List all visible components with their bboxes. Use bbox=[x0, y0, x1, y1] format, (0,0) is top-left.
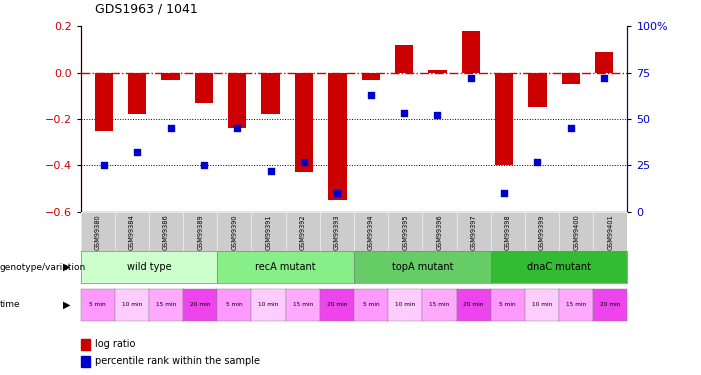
Text: GSM99394: GSM99394 bbox=[368, 214, 374, 250]
Text: 15 min: 15 min bbox=[429, 302, 449, 307]
Text: GSM99395: GSM99395 bbox=[402, 214, 408, 250]
Point bbox=[432, 112, 443, 118]
Bar bbox=[428, 70, 447, 73]
Text: 10 min: 10 min bbox=[259, 302, 279, 307]
Text: 5 min: 5 min bbox=[363, 302, 379, 307]
Text: genotype/variation: genotype/variation bbox=[0, 263, 86, 272]
Text: topA mutant: topA mutant bbox=[392, 262, 453, 272]
Text: GSM99390: GSM99390 bbox=[231, 214, 238, 250]
Bar bbox=[562, 73, 580, 84]
Text: GSM99396: GSM99396 bbox=[437, 214, 442, 250]
Point bbox=[365, 92, 376, 98]
Text: log ratio: log ratio bbox=[95, 339, 135, 349]
Text: 5 min: 5 min bbox=[90, 302, 106, 307]
Text: 20 min: 20 min bbox=[463, 302, 484, 307]
Bar bbox=[295, 73, 313, 172]
Point bbox=[98, 162, 109, 168]
Bar bbox=[328, 73, 346, 200]
Text: 20 min: 20 min bbox=[327, 302, 347, 307]
Text: 10 min: 10 min bbox=[122, 302, 142, 307]
Point bbox=[165, 125, 176, 131]
Point bbox=[565, 125, 576, 131]
Point bbox=[198, 162, 210, 168]
Bar bbox=[261, 73, 280, 114]
Text: ▶: ▶ bbox=[62, 300, 70, 310]
Point bbox=[332, 190, 343, 196]
Text: GSM99392: GSM99392 bbox=[300, 214, 306, 250]
Text: GSM99384: GSM99384 bbox=[129, 214, 135, 250]
Bar bbox=[128, 73, 147, 114]
Text: 20 min: 20 min bbox=[190, 302, 210, 307]
Text: GSM99400: GSM99400 bbox=[573, 214, 579, 250]
Point bbox=[465, 75, 476, 81]
Point bbox=[265, 168, 276, 174]
Bar bbox=[461, 31, 480, 73]
Text: ▶: ▶ bbox=[62, 262, 70, 272]
Bar bbox=[195, 73, 213, 103]
Text: recA mutant: recA mutant bbox=[255, 262, 316, 272]
Text: GSM99397: GSM99397 bbox=[470, 214, 477, 250]
Text: GSM99399: GSM99399 bbox=[539, 214, 545, 250]
Bar bbox=[529, 73, 547, 108]
Text: GSM99401: GSM99401 bbox=[607, 214, 613, 250]
Bar bbox=[81, 339, 90, 350]
Point bbox=[498, 190, 510, 196]
Text: 10 min: 10 min bbox=[532, 302, 552, 307]
Text: 15 min: 15 min bbox=[292, 302, 313, 307]
Text: GSM99393: GSM99393 bbox=[334, 214, 340, 250]
Bar bbox=[495, 73, 513, 165]
Point bbox=[232, 125, 243, 131]
Point bbox=[299, 159, 310, 165]
Text: GSM99391: GSM99391 bbox=[266, 214, 271, 250]
Bar bbox=[81, 356, 90, 367]
Text: dnaC mutant: dnaC mutant bbox=[527, 262, 591, 272]
Text: 5 min: 5 min bbox=[226, 302, 243, 307]
Point bbox=[532, 159, 543, 165]
Bar bbox=[161, 73, 179, 80]
Text: 5 min: 5 min bbox=[500, 302, 516, 307]
Point bbox=[599, 75, 610, 81]
Bar bbox=[362, 73, 380, 80]
Text: GSM99389: GSM99389 bbox=[197, 214, 203, 250]
Text: GSM99386: GSM99386 bbox=[163, 214, 169, 250]
Text: GSM99380: GSM99380 bbox=[95, 214, 101, 250]
Bar bbox=[595, 52, 613, 73]
Text: 20 min: 20 min bbox=[600, 302, 620, 307]
Text: wild type: wild type bbox=[127, 262, 171, 272]
Text: 15 min: 15 min bbox=[566, 302, 586, 307]
Point bbox=[132, 150, 143, 156]
Text: time: time bbox=[0, 300, 20, 309]
Bar bbox=[228, 73, 247, 128]
Text: GSM99398: GSM99398 bbox=[505, 214, 511, 250]
Text: 15 min: 15 min bbox=[156, 302, 176, 307]
Bar bbox=[395, 45, 413, 73]
Text: percentile rank within the sample: percentile rank within the sample bbox=[95, 357, 260, 366]
Text: GDS1963 / 1041: GDS1963 / 1041 bbox=[95, 2, 198, 15]
Text: 10 min: 10 min bbox=[395, 302, 416, 307]
Point bbox=[398, 111, 409, 117]
Bar bbox=[95, 73, 113, 130]
